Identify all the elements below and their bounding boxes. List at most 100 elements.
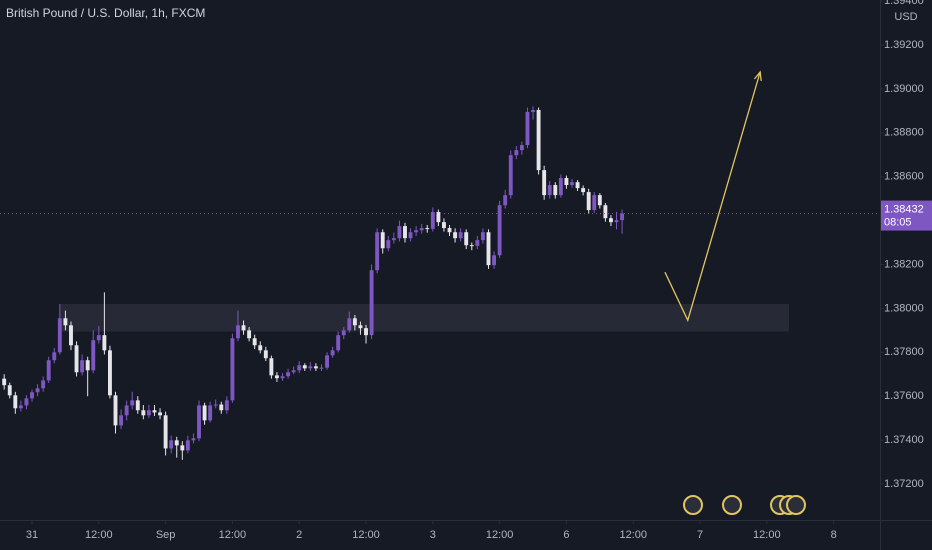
candle-body (57, 318, 62, 353)
candle-body (391, 238, 396, 241)
candle-body (308, 366, 313, 369)
x-tick-label: 12:00 (753, 529, 781, 541)
candle-body (575, 182, 580, 189)
x-tick-label: 12:00 (486, 529, 514, 541)
candle-body (119, 415, 124, 426)
candle-body (570, 182, 574, 186)
projection-path (664, 71, 761, 323)
candle-body (208, 405, 213, 421)
candle-body (18, 405, 23, 409)
candle-body (419, 228, 424, 231)
candle-body (514, 150, 519, 156)
candle-body (185, 440, 190, 451)
y-tick-label: 1.38600 (884, 171, 924, 183)
x-tick-label: 12:00 (352, 529, 380, 541)
candle-body (380, 232, 385, 249)
candle-body (358, 325, 363, 329)
last-price-box (881, 200, 932, 231)
candle-body (96, 335, 101, 341)
y-tick-label: 1.38800 (884, 127, 924, 139)
candle-body (620, 213, 625, 221)
last-price-label: 1.38432 (884, 203, 924, 215)
candle-body (503, 195, 508, 206)
candle-body (202, 405, 207, 421)
countdown-label: 08:05 (884, 216, 912, 228)
candle-body (13, 395, 18, 409)
y-tick-label: 1.39000 (884, 83, 924, 95)
candle-body (85, 360, 90, 371)
candle-body (291, 370, 296, 373)
x-tick-label: 12:00 (619, 529, 647, 541)
candle-body (547, 185, 552, 196)
y-tick-label: 1.37200 (884, 478, 924, 490)
candle-body (386, 240, 391, 249)
chart-title: British Pound / U.S. Dollar, 1h, FXCM (6, 6, 205, 20)
event-icons[interactable] (683, 495, 806, 515)
candle-body (191, 438, 196, 441)
candle-body (531, 109, 535, 112)
candle-body (330, 350, 335, 356)
candle-body (130, 400, 135, 406)
candle-body (525, 111, 530, 146)
candle-body (236, 325, 240, 339)
candle-body (375, 232, 380, 271)
candle-body (542, 170, 547, 196)
x-tick-label: 7 (697, 529, 703, 541)
candle-body (91, 340, 96, 371)
candle-body (180, 445, 185, 451)
candle-body (592, 195, 597, 211)
candle-body (280, 376, 285, 379)
candle-body (141, 410, 146, 416)
event-icon[interactable] (786, 495, 806, 515)
x-tick-label: 12:00 (219, 529, 247, 541)
candle-body (347, 318, 352, 331)
candle-body (364, 328, 368, 336)
candle-body (614, 220, 619, 223)
candle-body (146, 410, 151, 416)
candle-body (102, 335, 107, 351)
candle-body (174, 440, 179, 446)
candle-body (442, 222, 446, 229)
candle-body (152, 410, 157, 413)
candle-body (603, 205, 608, 219)
x-tick-label: 12:00 (85, 529, 113, 541)
y-tick-label: 1.37800 (884, 346, 924, 358)
candle-body (586, 192, 591, 211)
y-tick-label: 1.38000 (884, 302, 924, 314)
event-icon[interactable] (683, 495, 703, 515)
candle-body (508, 155, 513, 196)
candle-body (286, 372, 291, 377)
candle-body (581, 188, 586, 193)
candle-body (408, 232, 413, 239)
candle-body (213, 404, 218, 406)
candle-body (135, 400, 140, 411)
candle-body (319, 367, 324, 369)
candle-body (297, 365, 302, 371)
candle-body (492, 255, 497, 266)
candle-body (564, 178, 569, 186)
candle-body (35, 388, 40, 393)
candle-body (403, 226, 407, 239)
candle-body (263, 350, 268, 359)
candle-body (469, 245, 474, 247)
candle-body (597, 195, 602, 206)
candle-body (341, 330, 346, 336)
candle-body (497, 205, 502, 256)
candle-body (241, 325, 246, 331)
candle-body (158, 412, 162, 416)
candle-body (558, 178, 563, 196)
arrow-head (753, 70, 762, 82)
y-tick-label: 1.39400 (884, 0, 924, 7)
y-tick-label: 1.38200 (884, 258, 924, 270)
candle-body (124, 405, 129, 416)
candle-body (74, 345, 79, 373)
support-zone (59, 304, 790, 332)
candle-body (2, 378, 7, 386)
candle-body (252, 338, 257, 346)
candle-body (219, 404, 224, 411)
event-icon[interactable] (722, 495, 742, 515)
candle-body (80, 360, 85, 373)
candle-body (247, 330, 252, 339)
candle-body (30, 392, 34, 399)
